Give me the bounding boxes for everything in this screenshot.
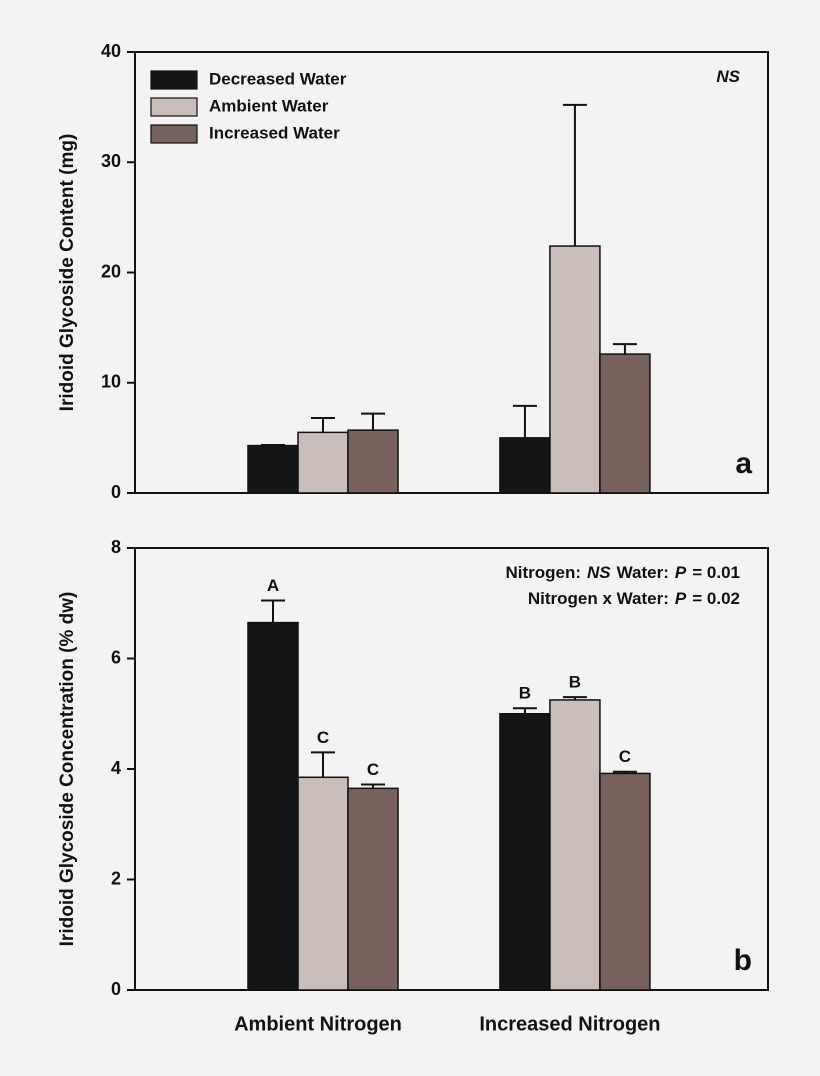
- bar: [499, 437, 551, 494]
- panel-label: b: [734, 944, 752, 977]
- bar: [347, 787, 399, 991]
- annotation-part: P: [675, 589, 687, 608]
- annotation-part: Nitrogen x Water:: [528, 589, 669, 608]
- significance-letter: C: [317, 728, 329, 747]
- annotation-part: = 0.01: [692, 563, 740, 582]
- significance-letter: A: [267, 576, 279, 595]
- error-bar: [261, 444, 286, 447]
- significance-letter: C: [367, 760, 379, 779]
- error-bar: [562, 696, 587, 700]
- plot-frame: [134, 51, 769, 494]
- error-bar: [311, 751, 336, 778]
- error-bar: [311, 417, 336, 433]
- panel-label: a: [735, 447, 752, 480]
- bar: [549, 699, 601, 991]
- legend-label: Increased Water: [209, 123, 340, 142]
- error-bar: [512, 404, 537, 438]
- y-axis-label: Iridoid Glycoside Content (mg): [57, 134, 78, 412]
- x-tick-label: Ambient Nitrogen: [234, 1013, 402, 1035]
- plot-frame: [134, 547, 769, 991]
- bar: [599, 772, 651, 991]
- bar: [549, 245, 601, 494]
- legend-label: Decreased Water: [209, 69, 347, 88]
- y-tick-label: 0: [111, 979, 121, 999]
- error-bar: [612, 343, 637, 355]
- error-bar: [512, 707, 537, 714]
- annotation-part: NS: [716, 67, 740, 86]
- annotation: Nitrogen: NS Water: P = 0.01: [505, 563, 740, 582]
- annotation-part: Water:: [617, 563, 669, 582]
- y-tick-label: 20: [101, 261, 121, 281]
- y-tick-label: 10: [101, 372, 121, 392]
- error-bar: [361, 412, 386, 431]
- error-bar: [261, 599, 286, 623]
- annotation: Nitrogen x Water: P = 0.02: [528, 589, 740, 608]
- bar: [297, 431, 349, 494]
- bar: [499, 713, 551, 991]
- bar: [297, 776, 349, 991]
- y-tick-label: 40: [101, 41, 121, 61]
- annotation-part: = 0.02: [692, 589, 740, 608]
- legend-swatch: [150, 97, 198, 117]
- annotation-part: NS: [587, 563, 611, 582]
- annotation: NS: [716, 67, 740, 86]
- y-axis-label: Iridoid Glycoside Concentration (% dw): [57, 592, 78, 947]
- y-tick-label: 4: [111, 758, 121, 778]
- error-bar: [361, 783, 386, 789]
- bar: [599, 353, 651, 494]
- y-tick-label: 6: [111, 647, 121, 667]
- legend-swatch: [150, 70, 198, 90]
- y-tick-label: 2: [111, 868, 121, 888]
- significance-letter: C: [619, 747, 631, 766]
- significance-letter: B: [569, 673, 581, 692]
- bar: [347, 429, 399, 494]
- y-tick-label: 8: [111, 537, 121, 557]
- error-bar: [562, 103, 587, 247]
- significance-letter: B: [519, 684, 531, 703]
- legend-swatch: [150, 124, 198, 144]
- legend-label: Ambient Water: [209, 96, 329, 115]
- annotation-part: Nitrogen:: [505, 563, 581, 582]
- y-tick-label: 0: [111, 482, 121, 502]
- y-tick-label: 30: [101, 151, 121, 171]
- bar: [247, 444, 299, 494]
- bar: [247, 621, 299, 991]
- error-bar: [612, 770, 637, 774]
- annotation-part: P: [675, 563, 687, 582]
- x-tick-label: Increased Nitrogen: [479, 1013, 660, 1035]
